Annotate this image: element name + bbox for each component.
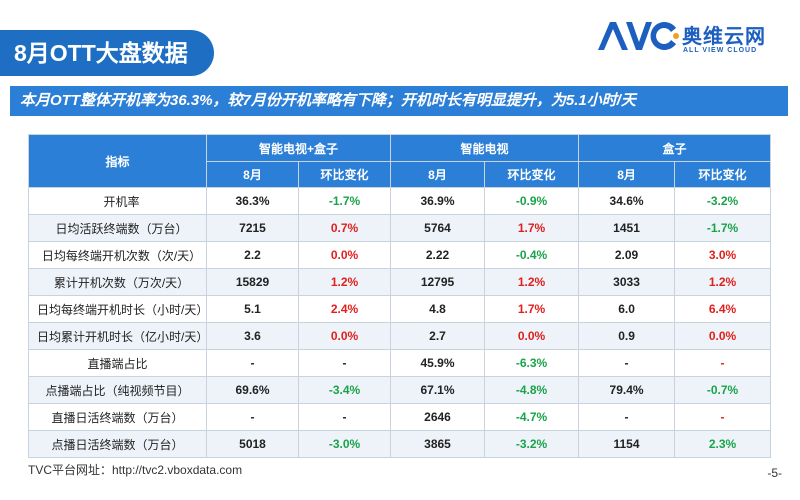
cell-change: -0.4% — [484, 241, 580, 269]
cell-change: 1.2% — [484, 268, 580, 296]
row-label: 日均每终端开机时长（小时/天） — [28, 295, 207, 323]
summary-banner: 本月OTT整体开机率为36.3%，较7月份开机率略有下降；开机时长有明显提升，为… — [10, 86, 788, 116]
table-row: 累计开机次数（万次/天） 15829 1.2% 12795 1.2% 3033 1.2% — [28, 268, 772, 296]
cell-value: 4.8 — [390, 295, 486, 323]
row-label: 日均活跃终端数（万台） — [28, 214, 207, 242]
indicator-header: 指标 — [28, 134, 207, 188]
table-row: 日均活跃终端数（万台） 7215 0.7% 5764 1.7% 1451 -1.7% — [28, 214, 772, 242]
row-label: 点播日活终端数（万台） — [28, 430, 207, 458]
cell-value: - — [578, 403, 676, 431]
avc-logo-mark-icon — [598, 22, 679, 50]
cell-change: - — [297, 349, 392, 377]
cell-change: -0.9% — [484, 187, 580, 215]
cell-value: 2.2 — [206, 241, 299, 269]
sub-header-mom: 环比变化 — [484, 161, 580, 188]
cell-value: 67.1% — [390, 376, 486, 404]
cell-value: 5.1 — [206, 295, 299, 323]
cell-value: - — [206, 349, 299, 377]
cell-change: - — [674, 349, 772, 377]
cell-change: 1.2% — [674, 268, 772, 296]
page-title: 8月OTT大盘数据 — [0, 30, 214, 76]
table-row: 点播日活终端数（万台） 5018 -3.0% 3865 -3.2% 1154 2.3% — [28, 430, 772, 458]
cell-value: 2646 — [390, 403, 486, 431]
table-row: 直播日活终端数（万台） - -2646 -4.7% - - — [28, 403, 772, 431]
page-number: -5- — [767, 466, 782, 480]
cell-value: 45.9% — [390, 349, 486, 377]
group-header-smart-tv: 智能电视 — [390, 134, 580, 162]
cell-change: -4.8% — [484, 376, 580, 404]
cell-change: - — [297, 403, 392, 431]
cell-change: 2.4% — [297, 295, 392, 323]
cell-value: 2.7 — [390, 322, 486, 350]
cell-value: 36.3% — [206, 187, 299, 215]
cell-value: 1451 — [578, 214, 676, 242]
cell-change: -1.7% — [674, 214, 772, 242]
cell-change: 0.0% — [674, 322, 772, 350]
cell-change: 3.0% — [674, 241, 772, 269]
row-label: 日均累计开机时长（亿小时/天） — [28, 322, 207, 350]
cell-value: 1154 — [578, 430, 676, 458]
cell-value: 3865 — [390, 430, 486, 458]
cell-value: 6.0 — [578, 295, 676, 323]
cell-change: -4.7% — [484, 403, 580, 431]
cell-value: 2.09 — [578, 241, 676, 269]
cell-change: 1.7% — [484, 295, 580, 323]
sub-header-month: 8月 — [578, 161, 676, 188]
cell-value: 5764 — [390, 214, 486, 242]
cell-change: -3.4% — [297, 376, 392, 404]
cell-value: 69.6% — [206, 376, 299, 404]
table-row: 点播端占比（纯视频节目） 69.6% -3.4% 67.1% -4.8% 79.4% -0.… — [28, 376, 772, 404]
cell-change: 0.0% — [297, 322, 392, 350]
cell-value: - — [578, 349, 676, 377]
cell-value: 12795 — [390, 268, 486, 296]
sub-header-month: 8月 — [206, 161, 299, 188]
cell-change: -3.2% — [484, 430, 580, 458]
group-header-tv-box: 智能电视+盒子 — [205, 134, 392, 162]
row-label: 开机率 — [28, 187, 207, 215]
cell-change: 1.2% — [297, 268, 392, 296]
ott-data-table: 指标 智能电视+盒子 智能电视 盒子 8月 环比变化 8月 环比变化 8月 环比… — [28, 134, 772, 458]
row-label: 点播端占比（纯视频节目） — [28, 376, 207, 404]
cell-change: 0.7% — [297, 214, 392, 242]
cell-value: - — [206, 403, 299, 431]
table-row: 日均每终端开机次数（次/天） 2.2 0.0% 2.22 -0.4% 2.09 3.0% — [28, 241, 772, 269]
table-row: 开机率 36.3% -1.7% 36.9% -0.9% 34.6% -3.2% — [28, 187, 772, 215]
brand-name-en: ALL VIEW CLOUD — [683, 47, 758, 54]
cell-value: 15829 — [206, 268, 299, 296]
cell-value: 34.6% — [578, 187, 676, 215]
avc-logo: 奥维云网 ALL VIEW CLOUD — [596, 16, 786, 62]
cell-value: 7215 — [206, 214, 299, 242]
row-label: 直播端占比 — [28, 349, 207, 377]
cell-value: 0.9 — [578, 322, 676, 350]
cell-change: 1.7% — [484, 214, 580, 242]
cell-value: 5018 — [206, 430, 299, 458]
cell-change: -3.2% — [674, 187, 772, 215]
brand-name-cn: 奥维云网 — [682, 26, 766, 48]
cell-change: -6.3% — [484, 349, 580, 377]
row-label: 累计开机次数（万次/天） — [28, 268, 207, 296]
row-label: 直播日活终端数（万台） — [28, 403, 207, 431]
cell-value: 3033 — [578, 268, 676, 296]
cell-change: -3.0% — [297, 430, 392, 458]
cell-value: 2.22 — [390, 241, 486, 269]
sub-header-mom: 环比变化 — [674, 161, 772, 188]
cell-change: 2.3% — [674, 430, 772, 458]
cell-change: 0.0% — [297, 241, 392, 269]
sub-header-mom: 环比变化 — [297, 161, 392, 188]
table-row: 日均每终端开机时长（小时/天） 5.1 2.4% 4.8 1.7% 6.0 6.4% — [28, 295, 772, 323]
table-row: 直播端占比 - -45.9% -6.3% - - — [28, 349, 772, 377]
cell-value: 3.6 — [206, 322, 299, 350]
cell-change: 0.0% — [484, 322, 580, 350]
row-label: 日均每终端开机次数（次/天） — [28, 241, 207, 269]
cell-value: 79.4% — [578, 376, 676, 404]
group-header-box: 盒子 — [578, 134, 772, 162]
sub-header-month: 8月 — [390, 161, 486, 188]
table-row: 日均累计开机时长（亿小时/天） 3.6 0.0% 2.7 0.0% 0.9 0.0% — [28, 322, 772, 350]
cell-change: 6.4% — [674, 295, 772, 323]
cell-value: 36.9% — [390, 187, 486, 215]
cell-change: -0.7% — [674, 376, 772, 404]
cell-change: - — [674, 403, 772, 431]
platform-url: TVC平台网址：http://tvc2.vboxdata.com — [28, 463, 243, 477]
cell-change: -1.7% — [297, 187, 392, 215]
